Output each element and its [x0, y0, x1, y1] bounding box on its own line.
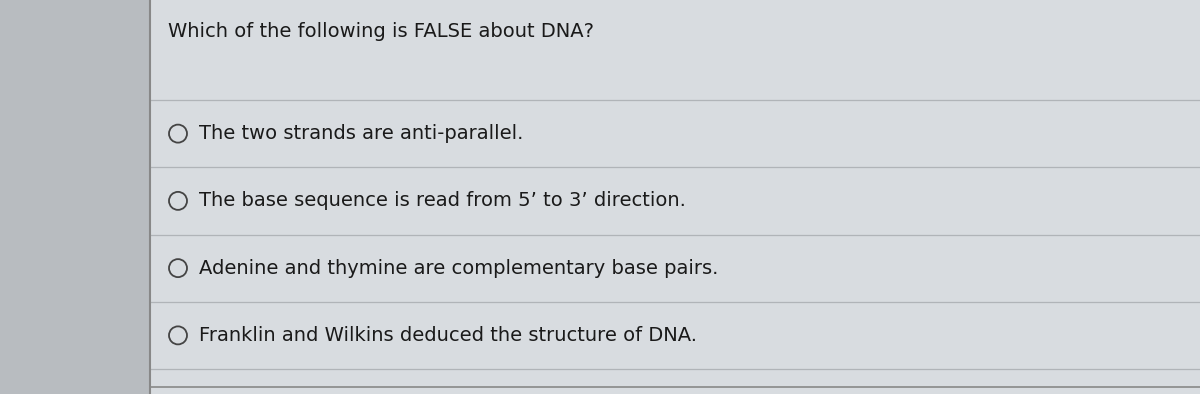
- Text: Adenine and thymine are complementary base pairs.: Adenine and thymine are complementary ba…: [199, 258, 719, 278]
- Text: The two strands are anti-parallel.: The two strands are anti-parallel.: [199, 124, 523, 143]
- Text: Which of the following is FALSE about DNA?: Which of the following is FALSE about DN…: [168, 22, 594, 41]
- FancyBboxPatch shape: [150, 0, 1200, 394]
- Text: Franklin and Wilkins deduced the structure of DNA.: Franklin and Wilkins deduced the structu…: [199, 326, 697, 345]
- Text: The base sequence is read from 5’ to 3’ direction.: The base sequence is read from 5’ to 3’ …: [199, 191, 686, 210]
